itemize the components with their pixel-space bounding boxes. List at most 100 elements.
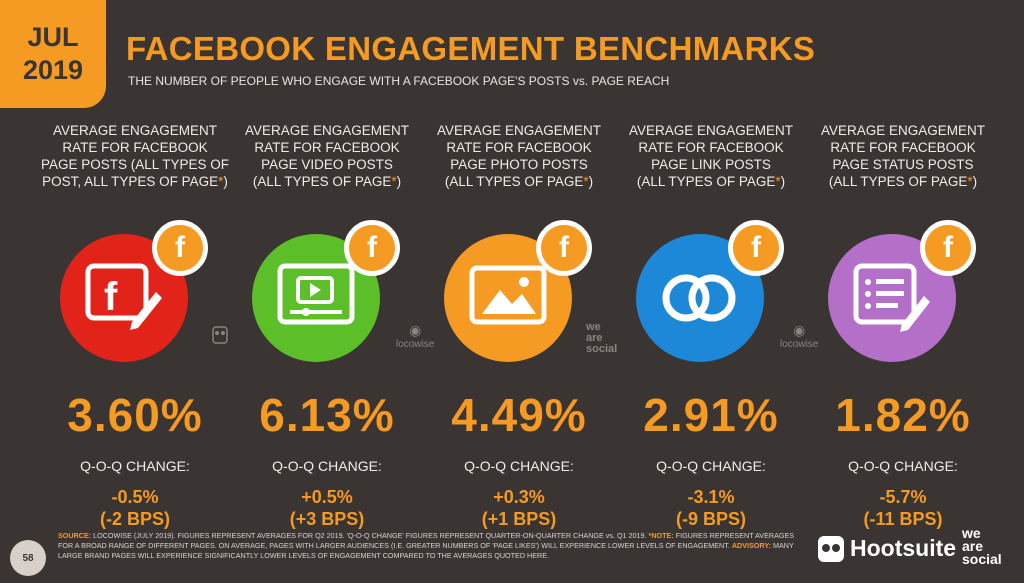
benchmark-column: AVERAGE ENGAGEMENT RATE FOR FACEBOOK PAG… — [232, 122, 422, 530]
locowise-logo-2: ◉ locowise — [780, 322, 819, 350]
locowise-logo-1: ◉ locowise — [396, 322, 435, 350]
benchmark-label: AVERAGE ENGAGEMENT RATE FOR FACEBOOK PAG… — [40, 122, 230, 198]
qoq-change-value: +0.3% (+1 BPS) — [424, 486, 614, 530]
source-label: SOURCE: — [58, 531, 92, 540]
advisory-text: MANY LARGE BRAND PAGES WILL EXPERIENCE S… — [58, 541, 794, 560]
asterisk: * — [775, 174, 781, 189]
label-line-4: POST, ALL TYPES OF PAGE*) — [42, 174, 228, 189]
hootsuite-owl-small-icon — [212, 326, 228, 347]
asterisk: * — [583, 174, 589, 189]
benchmark-icon-group: f f — [60, 220, 210, 370]
label-line-4-text: POST, ALL TYPES OF PAGE — [42, 174, 219, 189]
label-line-4: (ALL TYPES OF PAGE*) — [444, 174, 594, 189]
qoq-change-value: +0.5% (+3 BPS) — [232, 486, 422, 530]
qoq-change-percent: +0.5% — [301, 487, 353, 507]
label-line-2: RATE FOR FACEBOOK — [62, 140, 208, 155]
was-line-3: social — [962, 551, 1002, 567]
engagement-rate-value: 4.49% — [451, 389, 587, 441]
source-text: LOCOWISE (JULY 2019). FIGURES REPRESENT … — [93, 531, 647, 540]
label-line-4: (ALL TYPES OF PAGE*) — [828, 174, 978, 189]
qoq-change-percent: +0.3% — [493, 487, 545, 507]
qoq-change-bps: (-2 BPS) — [99, 509, 170, 529]
benchmark-icon-group: f — [828, 220, 978, 370]
engagement-rate-value: 1.82% — [835, 389, 971, 441]
svg-text:f: f — [104, 275, 118, 319]
facebook-badge-icon: f — [344, 220, 400, 276]
we-are-social-small-logo: we are social — [586, 321, 618, 355]
qoq-change-bps: (+3 BPS) — [289, 509, 365, 529]
label-line-4-text: (ALL TYPES OF PAGE — [252, 174, 392, 189]
advisory-label: ADVISORY: — [731, 541, 771, 550]
facebook-badge-icon: f — [728, 220, 784, 276]
note-label: *NOTE: — [648, 531, 674, 540]
engagement-rate-value: 3.60% — [67, 389, 203, 441]
benchmark-icon-group: f — [444, 220, 594, 370]
benchmark-label: AVERAGE ENGAGEMENT RATE FOR FACEBOOK PAG… — [616, 122, 806, 198]
hootsuite-wordmark: Hootsuite — [850, 535, 957, 561]
date-month: JUL — [27, 22, 79, 52]
owl-icon — [818, 535, 844, 562]
locowise-label-1: locowise — [396, 339, 435, 350]
qoq-change-value: -5.7% (-11 BPS) — [808, 486, 998, 530]
asterisk: * — [391, 174, 397, 189]
engagement-rate-value: 2.91% — [643, 389, 779, 441]
qoq-change-label: Q-O-Q CHANGE: — [656, 458, 766, 474]
date-badge: JUL 2019 — [0, 0, 106, 108]
hootsuite-logo: Hootsuite — [818, 535, 956, 562]
page-number: 58 — [10, 540, 46, 576]
label-line-2: RATE FOR FACEBOOK — [830, 140, 976, 155]
label-line-1: AVERAGE ENGAGEMENT — [52, 123, 218, 138]
benchmark-column: AVERAGE ENGAGEMENT RATE FOR FACEBOOK PAG… — [808, 122, 998, 530]
label-line-4-text: (ALL TYPES OF PAGE — [444, 174, 584, 189]
we-are-social-logo: we are social — [962, 525, 1002, 567]
asterisk: * — [218, 174, 224, 189]
qoq-change-label: Q-O-Q CHANGE: — [464, 458, 574, 474]
qoq-change-bps: (-11 BPS) — [863, 509, 943, 529]
qoq-change-label: Q-O-Q CHANGE: — [848, 458, 958, 474]
was-line-1: we — [962, 525, 981, 541]
label-line-4-text: (ALL TYPES OF PAGE — [636, 174, 776, 189]
label-line-1: AVERAGE ENGAGEMENT — [820, 123, 986, 138]
label-line-3: PAGE POSTS (ALL TYPES OF — [40, 157, 230, 172]
benchmark-icon-group: f — [252, 220, 402, 370]
asterisk: * — [967, 174, 973, 189]
qoq-change-bps: (+1 BPS) — [481, 509, 557, 529]
label-line-1: AVERAGE ENGAGEMENT — [244, 123, 410, 138]
qoq-change-percent: -0.5% — [111, 487, 159, 507]
engagement-rate-value: 6.13% — [259, 389, 395, 441]
label-line-4-text: (ALL TYPES OF PAGE — [828, 174, 968, 189]
label-line-1: AVERAGE ENGAGEMENT — [436, 123, 602, 138]
locowise-label-2: locowise — [780, 339, 819, 350]
label-line-2: RATE FOR FACEBOOK — [254, 140, 400, 155]
label-line-3: PAGE VIDEO POSTS — [261, 157, 393, 172]
label-line-2: RATE FOR FACEBOOK — [446, 140, 592, 155]
photo-icon — [444, 234, 572, 362]
label-line-4: (ALL TYPES OF PAGE*) — [636, 174, 786, 189]
facebook-badge-icon: f — [920, 220, 976, 276]
qoq-change-percent: -5.7% — [879, 487, 927, 507]
label-line-3: PAGE LINK POSTS — [651, 157, 771, 172]
qoq-change-value: -3.1% (-9 BPS) — [616, 486, 806, 530]
qoq-change-percent: -3.1% — [687, 487, 735, 507]
label-line-3: PAGE STATUS POSTS — [832, 157, 974, 172]
was-line-2: are — [962, 538, 984, 554]
footer-note: SOURCE: LOCOWISE (JULY 2019). FIGURES RE… — [58, 531, 798, 561]
qoq-change-value: -0.5% (-2 BPS) — [40, 486, 230, 530]
label-line-3: PAGE PHOTO POSTS — [450, 157, 588, 172]
note-text: FIGURES REPRESENT AVERAGES FOR A BROAD R… — [58, 531, 795, 550]
benchmark-column: AVERAGE ENGAGEMENT RATE FOR FACEBOOK PAG… — [616, 122, 806, 530]
qoq-change-label: Q-O-Q CHANGE: — [80, 458, 190, 474]
qoq-change-label: Q-O-Q CHANGE: — [272, 458, 382, 474]
benchmark-label: AVERAGE ENGAGEMENT RATE FOR FACEBOOK PAG… — [424, 122, 614, 198]
label-line-2: RATE FOR FACEBOOK — [638, 140, 784, 155]
page-subtitle: THE NUMBER OF PEOPLE WHO ENGAGE WITH A F… — [128, 74, 670, 88]
benchmark-icon-group: f — [636, 220, 786, 370]
facebook-badge-icon: f — [152, 220, 208, 276]
page-title: FACEBOOK ENGAGEMENT BENCHMARKS — [126, 30, 816, 67]
benchmark-label: AVERAGE ENGAGEMENT RATE FOR FACEBOOK PAG… — [232, 122, 422, 198]
benchmark-label: AVERAGE ENGAGEMENT RATE FOR FACEBOOK PAG… — [808, 122, 998, 198]
label-line-1: AVERAGE ENGAGEMENT — [628, 123, 794, 138]
label-line-4: (ALL TYPES OF PAGE*) — [252, 174, 402, 189]
benchmark-column: AVERAGE ENGAGEMENT RATE FOR FACEBOOK PAG… — [424, 122, 614, 530]
date-year: 2019 — [22, 55, 84, 85]
